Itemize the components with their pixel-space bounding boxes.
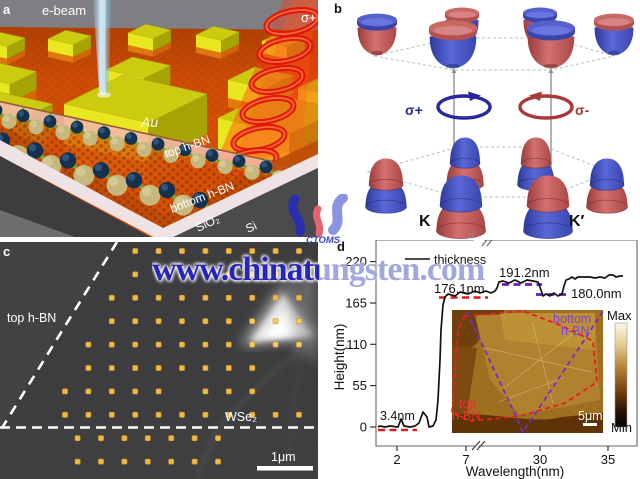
svg-text:c: c — [3, 244, 10, 259]
svg-text:7: 7 — [462, 452, 469, 467]
svg-text:0: 0 — [360, 420, 367, 435]
svg-text:σ-: σ- — [575, 102, 590, 118]
svg-text:Height(nm): Height(nm) — [332, 324, 347, 391]
svg-text:110: 110 — [346, 337, 367, 352]
svg-text:top h-BN: top h-BN — [7, 311, 56, 325]
svg-text:1μm: 1μm — [271, 450, 296, 464]
svg-text:165: 165 — [345, 296, 367, 311]
svg-text:CTOMS: CTOMS — [306, 235, 341, 246]
svg-text:a: a — [3, 2, 11, 17]
svg-text:top: top — [459, 397, 476, 411]
svg-text:bottom: bottom — [553, 312, 591, 326]
svg-text:σ+: σ+ — [405, 102, 423, 118]
svg-text:K′: K′ — [569, 213, 585, 230]
svg-text:11: 11 — [468, 233, 475, 240]
svg-text:Max: Max — [607, 308, 632, 323]
svg-text:30: 30 — [533, 452, 547, 467]
svg-text:σ+: σ+ — [301, 10, 317, 25]
svg-text:K: K — [419, 213, 431, 230]
svg-text:d: d — [337, 240, 345, 254]
svg-text:55: 55 — [353, 378, 367, 393]
svg-text:h-BN: h-BN — [561, 324, 589, 338]
svg-text:WSe₂: WSe₂ — [225, 410, 257, 424]
svg-text:3.4nm: 3.4nm — [380, 409, 415, 423]
svg-text:180.0nm: 180.0nm — [571, 286, 622, 301]
svg-text:220: 220 — [345, 254, 367, 269]
svg-text:e-beam: e-beam — [42, 3, 86, 18]
svg-text:2: 2 — [393, 452, 400, 467]
svg-text:Au: Au — [140, 114, 158, 130]
svg-text:thickness: thickness — [434, 253, 486, 267]
svg-text:b: b — [334, 1, 342, 16]
svg-text:191.2nm: 191.2nm — [499, 265, 550, 280]
svg-text:35: 35 — [601, 452, 615, 467]
svg-text:h-BN: h-BN — [452, 409, 480, 423]
svg-text:5μm: 5μm — [578, 409, 603, 423]
svg-text:Min: Min — [611, 420, 632, 435]
svg-text:Wavelength(nm): Wavelength(nm) — [466, 464, 565, 479]
svg-text:176.1nm: 176.1nm — [434, 281, 485, 296]
